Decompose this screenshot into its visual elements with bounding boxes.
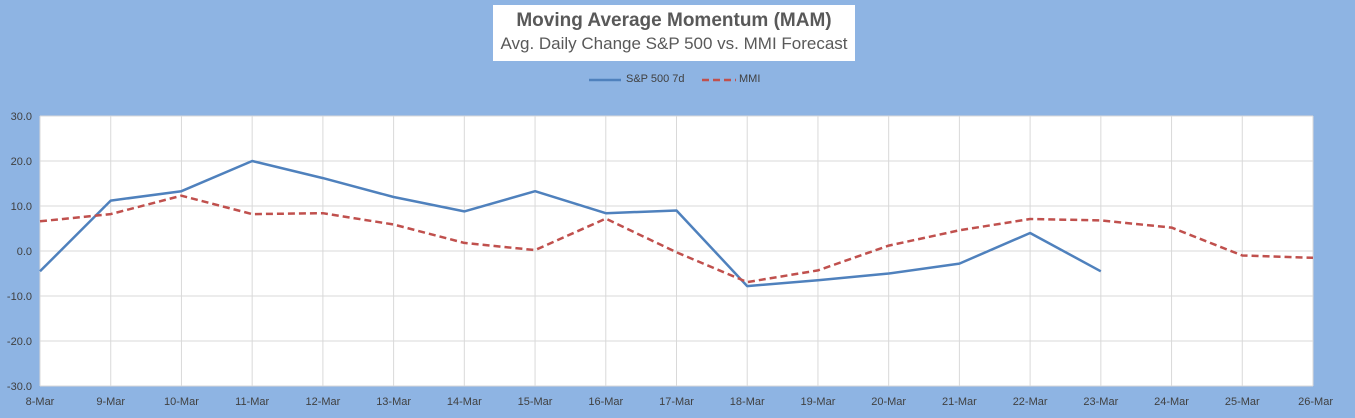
- x-axis-tick-labels: 8-Mar 9-Mar 10-Mar 11-Mar 12-Mar 13-Mar 14-Mar…: [26, 396, 1334, 408]
- series-lines: [39, 159, 1314, 288]
- x-tick-label: 16-Mar: [588, 396, 623, 408]
- chart-title: Moving Average Momentum (MAM): [516, 10, 832, 31]
- x-tick-label: 11-Mar: [235, 396, 269, 408]
- y-tick-label: 10.0: [11, 201, 32, 213]
- x-tick-label: 18-Mar: [730, 396, 765, 408]
- y-tick-label: 0.0: [17, 246, 32, 258]
- x-tick-label: 24-Mar: [1154, 396, 1189, 408]
- chart-legend: S&P 500 7d MMI: [0, 70, 1355, 90]
- legend-label-sp500: S&P 500 7d: [626, 73, 685, 85]
- x-tick-label: 26-Mar: [1298, 396, 1333, 408]
- x-tick-label: 13-Mar: [376, 396, 411, 408]
- x-tick-label: 21-Mar: [942, 396, 977, 408]
- x-tick-label: 20-Mar: [871, 396, 906, 408]
- x-tick-label: 19-Mar: [801, 396, 836, 408]
- x-tick-label: 23-Mar: [1083, 396, 1118, 408]
- series-line-sp500: [39, 159, 1102, 288]
- x-tick-label: 14-Mar: [447, 396, 482, 408]
- x-tick-label: 12-Mar: [305, 396, 340, 408]
- y-tick-label: -30.0: [7, 381, 32, 393]
- x-tick-label: 10-Mar: [164, 396, 199, 408]
- y-axis-tick-labels: -30.0 -20.0 -10.0 0.0 10.0 20.0 30.0: [7, 111, 32, 393]
- legend-label-mmi: MMI: [739, 73, 761, 85]
- chart-subtitle: Avg. Daily Change S&P 500 vs. MMI Foreca…: [500, 34, 848, 53]
- x-tick-label: 9-Mar: [96, 396, 125, 408]
- x-tick-label: 25-Mar: [1225, 396, 1260, 408]
- x-tick-label: 15-Mar: [518, 396, 553, 408]
- chart-title-box: Moving Average Momentum (MAM) Avg. Daily…: [493, 5, 855, 61]
- y-tick-label: -20.0: [7, 336, 32, 348]
- y-tick-label: 20.0: [11, 156, 32, 168]
- x-tick-label: 8-Mar: [26, 396, 55, 408]
- y-tick-label: 30.0: [11, 111, 32, 123]
- x-tick-label: 22-Mar: [1013, 396, 1048, 408]
- y-tick-label: -10.0: [7, 291, 32, 303]
- x-tick-label: 17-Mar: [659, 396, 694, 408]
